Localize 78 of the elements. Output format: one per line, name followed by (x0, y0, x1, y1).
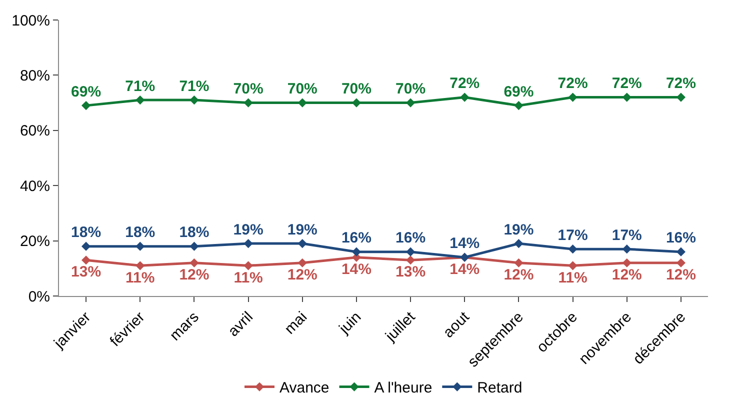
data-label: 19% (504, 221, 534, 238)
y-tick-label: 80% (20, 67, 50, 84)
data-label: 17% (558, 226, 588, 244)
point (676, 92, 686, 102)
data-label: 72% (612, 75, 642, 92)
point (136, 95, 145, 105)
data-label: 16% (666, 230, 696, 247)
legend-label: A l'heure (374, 380, 432, 397)
point (298, 239, 307, 248)
data-label: 71% (179, 78, 210, 95)
point (514, 101, 524, 110)
data-label: 12% (612, 266, 642, 284)
data-label: 70% (287, 80, 318, 98)
data-label: 16% (341, 230, 372, 247)
data-label: 13% (396, 264, 426, 281)
x-tick-label: mai (281, 308, 311, 338)
legend-label: Retard (477, 380, 522, 397)
point (81, 101, 91, 110)
data-label: 69% (71, 83, 102, 100)
x-tick-label: aout (440, 308, 474, 342)
point (406, 256, 416, 265)
point (514, 258, 524, 268)
point (460, 92, 470, 102)
y-tick-label: 20% (20, 233, 50, 250)
data-label: 12% (179, 266, 210, 284)
data-label: 11% (126, 269, 155, 286)
data-label: 18% (71, 224, 102, 242)
point (622, 258, 632, 268)
point (244, 239, 253, 248)
point (406, 247, 416, 256)
point (514, 239, 524, 248)
data-label: 19% (233, 221, 264, 238)
point (136, 242, 145, 251)
data-label: 14% (450, 235, 480, 252)
data-label: 16% (396, 230, 426, 247)
data-label: 71% (125, 78, 156, 95)
data-label: 14% (341, 260, 372, 278)
point (676, 247, 686, 256)
y-tick-label: 100% (12, 12, 50, 30)
data-label: 12% (504, 266, 534, 284)
point (676, 258, 686, 268)
data-label: 70% (233, 80, 264, 98)
data-label: 11% (234, 269, 263, 286)
y-tick-label: 40% (20, 178, 50, 195)
point (622, 244, 632, 254)
x-tick-label: juin (335, 308, 365, 338)
point (406, 98, 416, 108)
data-label: 70% (396, 80, 426, 98)
y-tick-label: 60% (20, 122, 50, 140)
data-label: 19% (287, 221, 318, 238)
point (81, 256, 91, 265)
point (136, 261, 145, 270)
data-label: 18% (179, 224, 210, 242)
data-label: 14% (450, 260, 480, 278)
point (81, 242, 91, 251)
data-label: 72% (450, 75, 480, 92)
data-label: 11% (558, 269, 588, 286)
point (568, 244, 578, 254)
data-label: 17% (612, 226, 642, 244)
data-label: 12% (287, 266, 318, 284)
data-label: 13% (71, 264, 102, 281)
x-tick-label: avril (224, 308, 256, 340)
point (352, 98, 362, 108)
point (190, 242, 199, 251)
data-label: 18% (125, 224, 156, 242)
point (568, 261, 578, 270)
legend-label: Avance (280, 380, 330, 397)
data-label: 12% (666, 266, 696, 284)
data-label: 72% (558, 75, 588, 92)
point (298, 258, 307, 268)
point (190, 258, 199, 268)
data-label: 72% (666, 75, 696, 92)
data-label: 70% (341, 80, 372, 98)
y-tick-label: 0% (28, 288, 50, 306)
data-label: 69% (504, 83, 534, 100)
point (352, 247, 362, 256)
point (190, 95, 199, 105)
point (244, 261, 253, 270)
